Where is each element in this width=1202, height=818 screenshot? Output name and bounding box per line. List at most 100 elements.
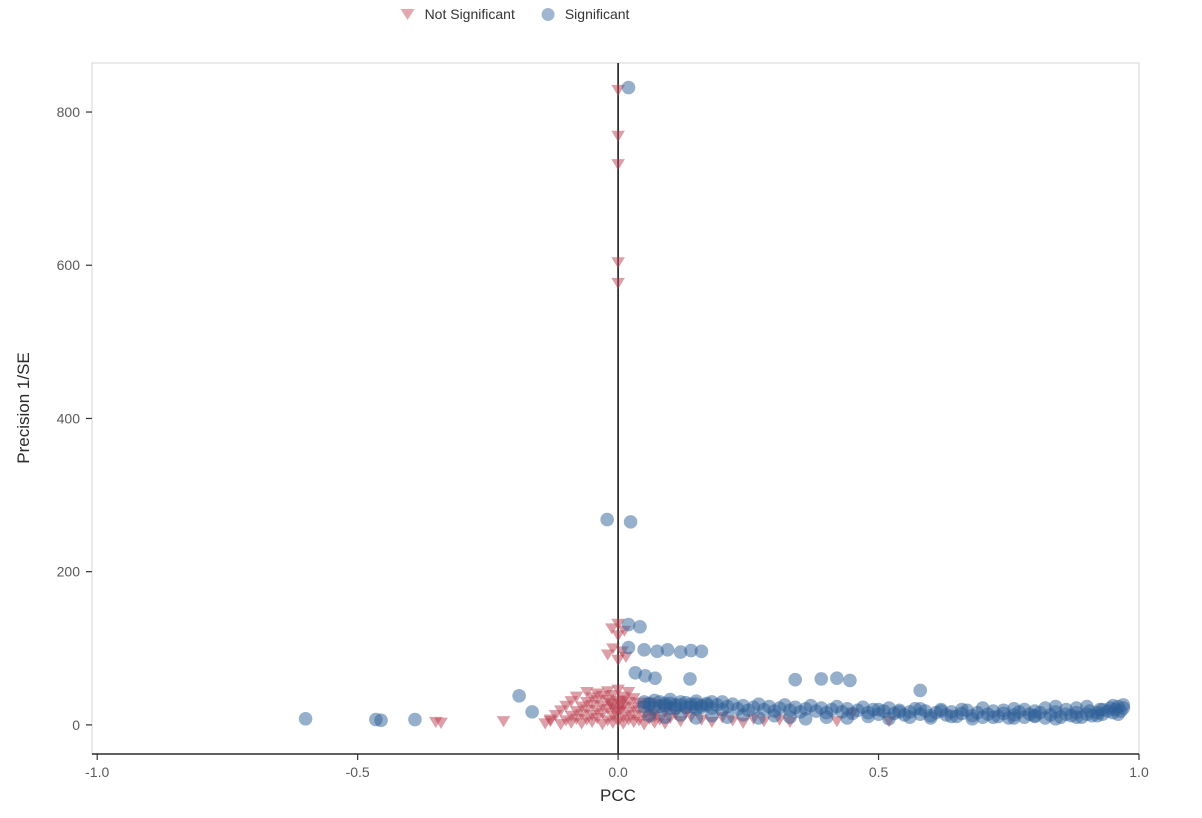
point-circle [903, 710, 917, 725]
point-circle [913, 702, 928, 716]
y-tick-label: 200 [57, 564, 81, 580]
legend-item-not-significant: Not Significant [400, 6, 515, 22]
point-triangle [496, 716, 511, 728]
point-triangle [543, 716, 558, 728]
point-circle [1007, 702, 1021, 716]
point-triangle [619, 651, 633, 663]
x-tick-label: 1.0 [1129, 764, 1149, 780]
point-triangle [611, 618, 625, 631]
point-triangle [611, 159, 625, 171]
axes: -1.0 -0.5 0.0 0.5 1.0 0 200 400 600 800 [57, 104, 1149, 780]
significant-points [298, 80, 1131, 728]
point-circle [1095, 702, 1110, 717]
y-tick-label: 0 [72, 717, 80, 733]
point-circle [783, 710, 797, 725]
point-triangle [603, 697, 618, 709]
point-circle [840, 711, 855, 725]
point-circle [650, 644, 664, 659]
point-triangle [611, 630, 625, 642]
point-triangle [585, 716, 599, 729]
point-circle [965, 711, 980, 726]
point-circle [658, 710, 672, 725]
point-circle [736, 708, 750, 722]
point-triangle [611, 277, 625, 290]
point-circle [1059, 702, 1073, 717]
x-tick-label: -1.0 [85, 764, 109, 780]
point-circle [648, 671, 662, 685]
point-circle [986, 710, 1000, 725]
not-significant-points [428, 84, 896, 731]
point-circle [1048, 711, 1063, 726]
point-circle [767, 708, 782, 723]
point-circle [512, 688, 526, 703]
y-axis-title: Precision 1/SE [14, 352, 33, 464]
point-circle [913, 683, 928, 698]
point-triangle [606, 643, 620, 655]
point-circle [819, 710, 834, 725]
point-circle [861, 709, 875, 724]
x-tick-label: 0.0 [608, 764, 628, 780]
point-circle [642, 708, 657, 723]
point-triangle [595, 719, 610, 731]
point-circle [843, 673, 857, 688]
point-circle [689, 711, 704, 725]
point-circle [923, 711, 938, 725]
point-circle [673, 708, 688, 722]
point-circle [623, 515, 638, 529]
point-triangle [611, 257, 625, 269]
point-circle [694, 644, 709, 659]
point-circle [892, 705, 907, 719]
x-tick-label: 0.5 [869, 764, 889, 780]
x-tick-label: -0.5 [346, 764, 370, 780]
point-circle [600, 512, 614, 527]
point-circle [705, 708, 719, 723]
point-triangle [611, 84, 625, 97]
y-tick-label: 400 [57, 410, 81, 426]
legend-label-not-significant: Not Significant [424, 6, 515, 22]
point-circle [830, 671, 844, 685]
x-axis-title: PCC [600, 786, 636, 805]
point-circle [374, 713, 388, 728]
legend-label-significant: Significant [564, 6, 630, 22]
point-circle [1017, 702, 1032, 717]
point-circle [1080, 699, 1094, 714]
point-triangle [434, 717, 448, 729]
point-circle [788, 672, 803, 687]
legend: Not Significant Significant [400, 6, 630, 22]
point-circle [673, 645, 688, 659]
point-triangle [626, 716, 641, 729]
point-circle [798, 711, 813, 726]
legend-item-significant: Significant [541, 6, 630, 22]
point-triangle [830, 716, 844, 728]
point-circle [882, 711, 896, 726]
point-triangle [611, 130, 625, 143]
point-circle [871, 702, 886, 717]
point-circle [408, 712, 422, 727]
point-circle [621, 80, 636, 95]
y-tick-label: 600 [57, 257, 81, 273]
point-circle [944, 709, 959, 724]
point-circle [975, 701, 990, 715]
point-triangle [605, 623, 619, 635]
point-circle [298, 711, 313, 726]
point-circle [720, 710, 735, 725]
point-circle [1048, 699, 1063, 714]
point-circle [525, 705, 539, 719]
point-triangle [554, 719, 568, 731]
point-circle [996, 703, 1011, 718]
point-triangle [606, 717, 620, 729]
point-circle [684, 643, 698, 658]
point-circle [955, 702, 969, 717]
point-circle [637, 643, 651, 657]
point-triangle [574, 718, 589, 730]
point-circle [814, 672, 829, 686]
point-circle [1106, 698, 1120, 713]
point-circle [751, 711, 766, 725]
point-circle [1069, 701, 1084, 715]
point-circle [633, 620, 647, 634]
plot-panel [91, 62, 1140, 755]
point-triangle [616, 718, 631, 730]
point-circle [1028, 704, 1042, 718]
